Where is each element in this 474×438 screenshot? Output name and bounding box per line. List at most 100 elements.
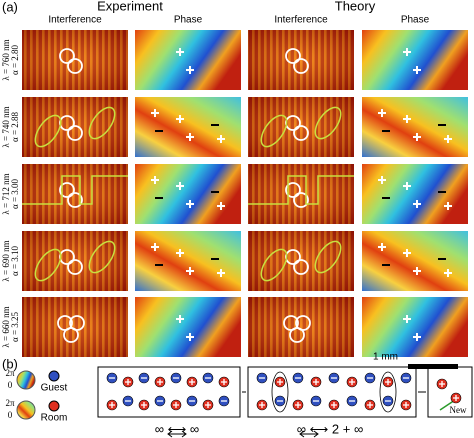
plus-sign (403, 249, 411, 257)
interference-shade (22, 297, 128, 357)
pair-ellipse (379, 371, 397, 413)
domain-outline (22, 175, 128, 205)
pair-ellipse (271, 371, 289, 413)
vortex-sign (453, 395, 459, 401)
plus-sign (217, 202, 225, 210)
domain-outline (248, 175, 354, 205)
phase-map (362, 164, 468, 224)
panel-label: (a) (2, 0, 18, 14)
row-label: λ = 660 nm α = 3.25 (1, 306, 20, 347)
interference-shade (22, 164, 128, 224)
plus-sign (176, 48, 184, 56)
pair-ellipse (260, 114, 288, 148)
panel-label: (b) (2, 356, 18, 371)
plus-sign (403, 315, 411, 323)
group-title: Experiment (97, 0, 163, 13)
wheel-top-label: 2π (5, 398, 15, 408)
phase-map (362, 297, 468, 357)
phase-map (135, 164, 241, 224)
legend-vortex (48, 400, 60, 412)
pair-ellipse (34, 114, 62, 148)
alpha-label: α = 2.80 (10, 44, 20, 75)
vortex-ring (59, 48, 75, 64)
new-label: New (450, 405, 467, 415)
column-header: Interference (274, 15, 328, 26)
interference-shade (248, 164, 354, 224)
row-label: λ = 760 nm α = 2.80 (1, 39, 20, 80)
wavelength-label: λ = 690 nm (1, 240, 11, 281)
plus-sign (413, 133, 421, 141)
legend-name: Guest (41, 383, 68, 394)
interference-shade (248, 231, 354, 291)
phase-map (362, 30, 468, 90)
plus-sign (444, 135, 452, 143)
pair-ellipse (88, 240, 116, 274)
vortex-ring (285, 182, 301, 198)
color-wheel (16, 370, 36, 390)
scale-bar-label: 1 mm (373, 352, 398, 363)
plus-sign (378, 243, 386, 251)
wheel-bottom-label: 0 (8, 410, 13, 420)
legend-name: Room (41, 413, 68, 424)
plus-sign (403, 115, 411, 123)
pair-ellipse (314, 240, 342, 274)
plus-sign (403, 48, 411, 56)
plus-sign (444, 202, 452, 210)
vortex-ring (63, 327, 79, 343)
vortex-sign (313, 379, 319, 385)
vortex-sign (189, 379, 195, 385)
phase-map (362, 231, 468, 291)
alpha-label: α = 3.00 (10, 178, 20, 209)
vortex-ring (289, 327, 305, 343)
vortex-sign (125, 379, 131, 385)
vortex-sign (385, 379, 391, 385)
vortex-sign (295, 402, 301, 408)
plus-sign (151, 176, 159, 184)
wavelength-label: λ = 740 nm (1, 106, 11, 147)
interference-shade (248, 30, 354, 90)
vortex-sign (259, 402, 265, 408)
pair-ellipse (34, 248, 62, 282)
phase-map (135, 231, 241, 291)
plus-sign (186, 200, 194, 208)
plus-sign (176, 315, 184, 323)
vortex-sign (221, 379, 227, 385)
vortex-ring (293, 58, 309, 74)
wheel-top-label: 2π (5, 368, 15, 378)
plus-sign (413, 200, 421, 208)
vortex-ring (293, 192, 309, 208)
row-label: λ = 690 nm α = 3.10 (1, 240, 20, 281)
row-label: λ = 712 nm α = 3.00 (1, 173, 20, 214)
plus-sign (217, 269, 225, 277)
plus-sign (176, 115, 184, 123)
alpha-label: α = 2.88 (10, 111, 20, 142)
alpha-label: α = 3.10 (10, 245, 20, 276)
legend-vortex (48, 370, 60, 382)
plus-sign (403, 182, 411, 190)
vortex-ring (293, 259, 309, 275)
plus-sign (413, 333, 421, 341)
column-header: Phase (401, 15, 430, 26)
wavelength-label: λ = 760 nm (1, 39, 11, 80)
wheel-bottom-label: 0 (8, 380, 13, 390)
vortex-sign (331, 402, 337, 408)
plus-sign (186, 66, 194, 74)
interference-shade (248, 97, 354, 157)
vortex-sign (439, 381, 445, 387)
phase-map (135, 97, 241, 157)
pair-ellipse (88, 106, 116, 140)
interference-shade (22, 30, 128, 90)
vortex-sign (277, 379, 283, 385)
interference-shade (248, 297, 354, 357)
interference-shade (22, 97, 128, 157)
vortex-sign (141, 402, 147, 408)
vortex-sign (367, 402, 373, 408)
vortex-sign (157, 379, 163, 385)
vortex-sign (349, 379, 355, 385)
transition-label: ∞ ⟷ ∞ (155, 421, 199, 436)
plus-sign (186, 333, 194, 341)
plus-sign (413, 66, 421, 74)
plus-sign (186, 267, 194, 275)
scale-bar (408, 364, 458, 369)
